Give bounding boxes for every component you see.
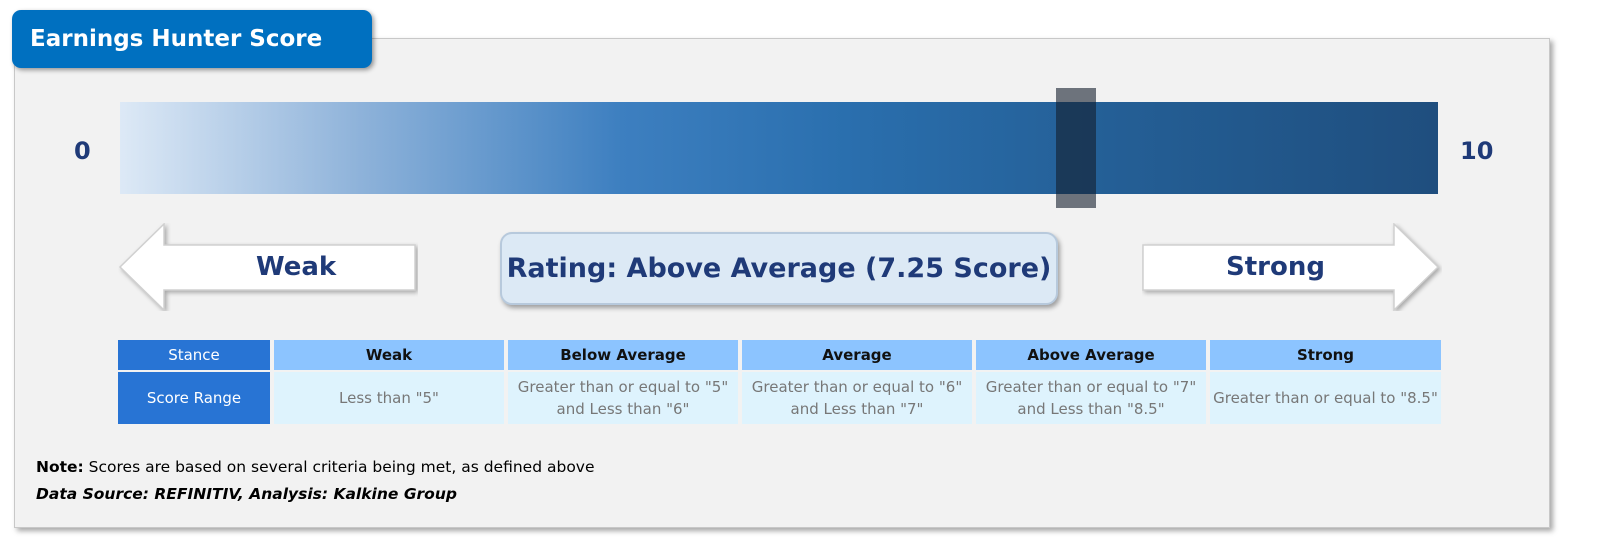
weak-label: Weak	[256, 252, 337, 282]
rating-box: Rating: Above Average (7.25 Score)	[500, 232, 1058, 305]
scale-max-label: 10	[1460, 137, 1494, 165]
table-cell: Less than "5"	[274, 372, 504, 424]
table-cell: Greater than or equal to "7" and Less th…	[976, 372, 1206, 424]
note: Note: Scores are based on several criter…	[36, 458, 595, 476]
right-arrow-icon	[1142, 223, 1440, 311]
table-cell: Greater than or equal to "8.5"	[1210, 372, 1441, 424]
data-source: Data Source: REFINITIV, Analysis: Kalkin…	[36, 485, 457, 503]
table-header: Average	[742, 340, 972, 370]
note-label: Note:	[36, 458, 84, 476]
left-arrow-icon	[118, 223, 416, 311]
table-header: Stance	[118, 340, 270, 370]
scale-min-label: 0	[74, 137, 91, 165]
strong-arrow: Strong	[1142, 223, 1442, 311]
stance-table: Stance Weak Below Average Average Above …	[114, 338, 1445, 426]
table-header: Weak	[274, 340, 504, 370]
score-marker	[1055, 88, 1096, 208]
note-text: Scores are based on several criteria bei…	[83, 458, 595, 476]
table-cell: Greater than or equal to "6" and Less th…	[742, 372, 972, 424]
panel-title: Earnings Hunter Score	[12, 10, 372, 68]
weak-arrow: Weak	[118, 223, 418, 311]
score-gradient-bar	[120, 102, 1438, 194]
table-header: Above Average	[976, 340, 1206, 370]
table-cell: Greater than or equal to "5" and Less th…	[508, 372, 738, 424]
table-header: Below Average	[508, 340, 738, 370]
table-row: Score Range Less than "5" Greater than o…	[118, 372, 1441, 424]
table-header-row: Stance Weak Below Average Average Above …	[118, 340, 1441, 370]
table-cell: Score Range	[118, 372, 270, 424]
strong-label: Strong	[1226, 252, 1325, 282]
table-header: Strong	[1210, 340, 1441, 370]
